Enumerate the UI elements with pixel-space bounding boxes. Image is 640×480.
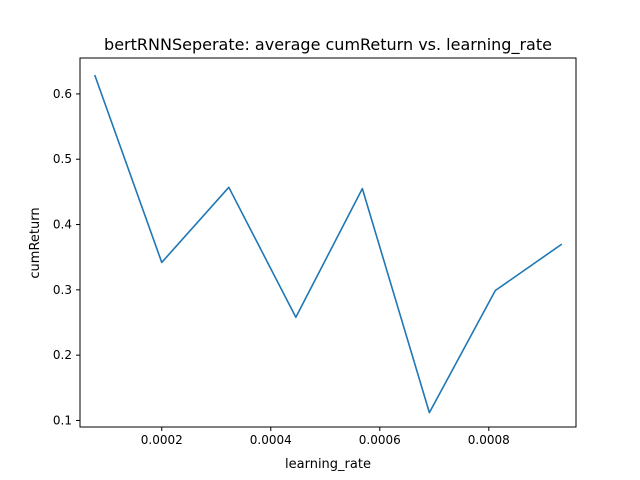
x-axis-label: learning_rate — [285, 457, 371, 472]
plot-area-frame — [79, 57, 577, 428]
y-tick-label: 0.5 — [53, 152, 72, 166]
series-layer — [93, 74, 563, 414]
x-tick-label: 0.0004 — [250, 433, 292, 447]
y-tick-label: 0.1 — [53, 413, 72, 427]
y-tick-label: 0.4 — [53, 218, 72, 232]
y-axis-ticks: 0.1 0.2 0.3 0.4 0.5 0.6 — [53, 87, 80, 427]
x-tick-label: 0.0002 — [141, 433, 183, 447]
x-axis-ticks: 0.0002 0.0004 0.0006 0.0008 — [141, 427, 510, 447]
y-tick-label: 0.2 — [53, 348, 72, 362]
chart-title: bertRNNSeperate: average cumReturn vs. l… — [104, 35, 552, 55]
series-line — [93, 74, 563, 414]
y-tick-label: 0.6 — [53, 87, 72, 101]
x-tick-label: 0.0008 — [468, 433, 510, 447]
x-tick-label: 0.0006 — [359, 433, 401, 447]
y-axis-label: cumReturn — [28, 207, 43, 278]
y-tick-label: 0.3 — [53, 283, 72, 297]
